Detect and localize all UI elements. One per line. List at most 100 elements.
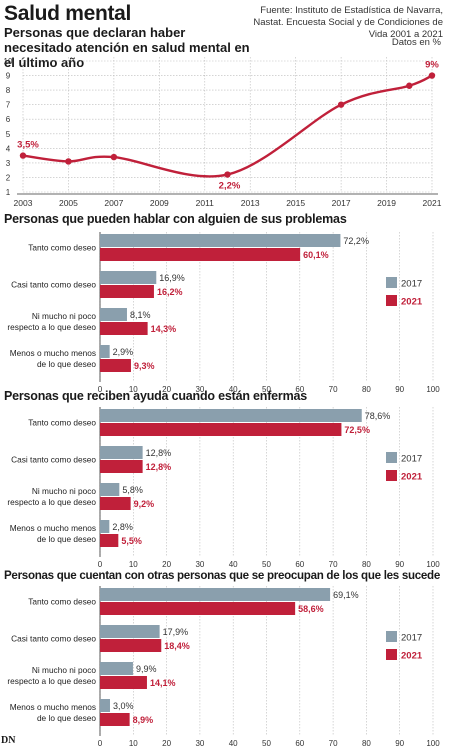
bar-2021 <box>100 423 342 436</box>
category-label: Ni mucho ni poco <box>32 486 96 496</box>
bar-2017 <box>100 409 362 422</box>
bar-2017 <box>100 662 133 675</box>
x-tick-label: 2015 <box>286 198 305 208</box>
data-label: 2,2% <box>219 181 241 192</box>
category-label: Menos o mucho menos <box>10 348 96 358</box>
bar-2017 <box>100 588 331 601</box>
y-tick-label: 8 <box>6 86 11 95</box>
x-tick-label: 100 <box>426 560 440 569</box>
x-tick-label: 90 <box>395 385 404 394</box>
bar-2021 <box>100 460 143 473</box>
legend-label-2017: 2017 <box>401 633 422 644</box>
data-label: 72,5% <box>344 425 370 435</box>
x-tick-label: 20 <box>162 739 171 747</box>
brand-logo: DN <box>1 735 16 746</box>
x-tick-label: 2011 <box>196 198 215 208</box>
x-tick-label: 2009 <box>150 198 169 208</box>
x-tick-label: 70 <box>329 739 338 747</box>
x-tick-label: 10 <box>129 385 138 394</box>
data-label: 8,1% <box>130 310 151 320</box>
data-label: 69,1% <box>333 590 359 600</box>
legend-label-2021: 2021 <box>401 297 423 308</box>
unit-label: Datos en % <box>391 37 441 48</box>
data-label: 16,2% <box>157 287 183 297</box>
category-label: Ni mucho ni poco <box>32 665 96 675</box>
bar-2021 <box>100 676 147 689</box>
category-label: Ni mucho ni poco <box>32 311 96 321</box>
x-tick-label: 2017 <box>332 198 351 208</box>
data-label: 16,9% <box>159 273 185 283</box>
category-label: Casi tanto como deseo <box>11 634 96 644</box>
x-tick-label: 60 <box>295 385 304 394</box>
category-label: respecto a lo que deseo <box>7 676 96 686</box>
x-tick-label: 10 <box>129 739 138 747</box>
x-tick-label: 0 <box>98 385 103 394</box>
data-point <box>110 153 118 161</box>
bar-2017 <box>100 699 110 712</box>
data-label: 8,9% <box>133 715 154 725</box>
data-point <box>65 158 72 165</box>
y-tick-label: 4 <box>6 144 11 153</box>
category-label: Tanto como deseo <box>28 597 96 607</box>
y-tick-label: 10 <box>4 57 13 66</box>
legend-swatch-2021 <box>386 649 397 660</box>
bar-chart-2-title: Personas que reciben ayuda cuando están … <box>4 389 308 403</box>
x-tick-label: 2003 <box>14 198 33 208</box>
legend-label-2021: 2021 <box>401 472 423 483</box>
y-tick-label: 9 <box>6 72 11 81</box>
legend-label-2017: 2017 <box>401 454 422 465</box>
bar-2021 <box>100 322 148 335</box>
x-tick-label: 80 <box>362 385 371 394</box>
data-label: 58,6% <box>298 604 324 614</box>
category-label: de lo que deseo <box>37 534 96 544</box>
x-tick-label: 40 <box>229 560 238 569</box>
x-tick-label: 90 <box>395 739 404 747</box>
x-tick-label: 0 <box>98 739 103 747</box>
data-point <box>337 101 345 108</box>
data-point <box>19 152 27 159</box>
x-tick-label: 100 <box>426 385 440 394</box>
bar-2021 <box>100 248 301 261</box>
y-tick-label: 7 <box>6 101 11 110</box>
bar-chart-3-title: Personas que cuentan con otras personas … <box>4 569 440 582</box>
data-point <box>406 82 413 89</box>
y-tick-label: 6 <box>6 115 11 124</box>
legend-swatch-2021 <box>386 470 397 481</box>
bar-2017 <box>100 625 160 638</box>
x-tick-label: 2007 <box>104 198 123 208</box>
data-label: 60,1% <box>303 250 329 260</box>
x-tick-label: 30 <box>195 739 204 747</box>
x-tick-label: 30 <box>195 560 204 569</box>
data-label: 17,9% <box>163 627 189 637</box>
data-label: 9,2% <box>134 499 155 509</box>
x-tick-label: 100 <box>426 739 440 747</box>
data-label: 72,2% <box>343 236 369 246</box>
bar-2021 <box>100 534 119 547</box>
x-tick-label: 60 <box>295 739 304 747</box>
data-label: 9% <box>425 60 439 71</box>
bar-2021 <box>100 285 154 298</box>
data-point <box>428 72 436 79</box>
y-tick-label: 3 <box>6 159 11 168</box>
x-tick-label: 40 <box>229 739 238 747</box>
data-label: 14,3% <box>151 324 177 334</box>
data-label: 2,9% <box>113 347 134 357</box>
line-chart-subtitle: Personas que declaran haber necesitado a… <box>4 25 250 70</box>
bar-2017 <box>100 520 110 533</box>
x-tick-label: 50 <box>262 385 271 394</box>
legend-swatch-2017 <box>386 277 397 288</box>
source-note: Fuente: Instituto de Estadística de Nava… <box>253 5 443 40</box>
category-label: Tanto como deseo <box>28 243 96 253</box>
category-label: respecto a lo que deseo <box>7 322 96 332</box>
data-label: 3,0% <box>113 701 134 711</box>
x-tick-label: 2021 <box>423 198 442 208</box>
x-tick-label: 60 <box>295 560 304 569</box>
data-label: 5,5% <box>121 536 142 546</box>
x-tick-label: 2019 <box>377 198 396 208</box>
x-tick-label: 40 <box>229 385 238 394</box>
y-tick-label: 5 <box>6 130 11 139</box>
data-label: 18,4% <box>164 641 190 651</box>
category-label: Menos o mucho menos <box>10 702 96 712</box>
legend-swatch-2021 <box>386 295 397 306</box>
category-label: de lo que deseo <box>37 713 96 723</box>
